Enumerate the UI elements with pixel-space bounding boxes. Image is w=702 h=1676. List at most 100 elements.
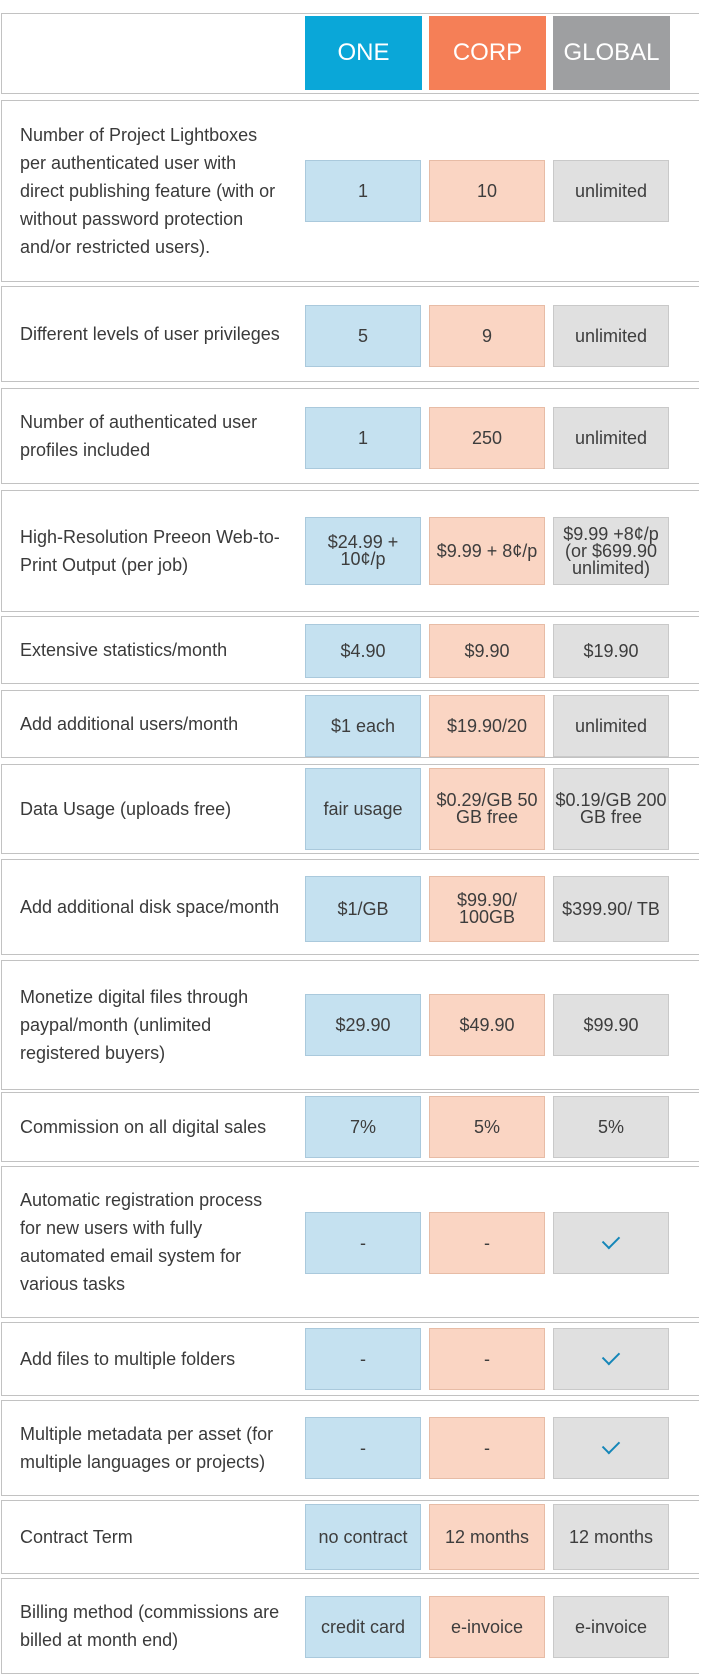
value-cell-one: - [305,1328,421,1390]
value-cell-corp: $9.90 [429,624,545,678]
value-cell-global: $0.19/GB 200 GB free [553,768,669,850]
value-cell-corp: $9.99 + 8¢/p [429,517,545,585]
value-text: e-invoice [574,1616,648,1637]
value-text: 5% [597,1116,624,1137]
value-cell-one: fair usage [305,768,421,850]
plan-header-global: GLOBAL [553,16,670,90]
value-text: $4.90 [340,640,386,661]
value-text: unlimited [574,715,648,736]
value-text: 5 [357,325,368,346]
value-cell-one: 5 [305,305,421,367]
value-cell-corp: - [429,1417,545,1479]
feature-label: Different levels of user privileges [20,324,280,344]
value-cell-corp: $0.29/GB 50 GB free [429,768,545,850]
value-cell-global: $99.90 [553,994,669,1056]
value-text: $19.90 [583,640,639,661]
value-cell-global [553,1212,669,1274]
value-cell-corp: 5% [429,1096,545,1158]
value-cell-global: unlimited [553,160,669,222]
value-text: $49.90 [459,1014,515,1035]
table-row: Number of authenticated user profiles in… [1,388,699,484]
table-row: Extensive statistics/month $4.90 $9.90 $19.… [1,616,699,684]
value-cell-one: $29.90 [305,994,421,1056]
value-text: - [484,1437,490,1458]
value-text: credit card [320,1616,406,1637]
value-text: $9.90 [464,640,510,661]
value-cell-one: - [305,1417,421,1479]
value-cell-global [553,1328,669,1390]
value-text: unlimited [574,180,648,201]
value-text: $1 each [330,715,396,736]
feature-label: Number of authenticated user profiles in… [20,412,258,460]
table-row: Different levels of user privileges 5 9 unl… [1,286,699,382]
value-text: - [484,1348,490,1369]
value-cell-one: $4.90 [305,624,421,678]
value-cell-corp: 9 [429,305,545,367]
value-text: $24.99 + 10¢/p [327,532,399,569]
feature-label: Extensive statistics/month [20,640,228,660]
table-row: Data Usage (uploads free) fair usage $0.29… [1,764,699,854]
value-text: 250 [471,427,503,448]
feature-label: High-Resolution Preeon Web-to-Print Outp… [20,527,280,575]
value-cell-one: $1/GB [305,876,421,942]
table-row: Multiple metadata per asset (for multipl… [1,1400,699,1496]
value-cell-one: $24.99 + 10¢/p [305,517,421,585]
value-text: - [360,1348,366,1369]
checkmark-icon [601,1346,621,1366]
value-text: fair usage [323,798,403,819]
value-text: unlimited [574,325,648,346]
value-text: - [360,1437,366,1458]
value-cell-one: $1 each [305,695,421,757]
value-text: unlimited [574,427,648,448]
value-text: 9 [481,325,492,346]
checkmark-icon [601,1435,621,1455]
value-text: $99.90/ 100GB [456,890,518,927]
value-cell-global: $399.90/ TB [553,876,669,942]
feature-label: Multiple metadata per asset (for multipl… [20,1424,274,1472]
value-cell-corp: e-invoice [429,1596,545,1658]
feature-label: Automatic registration process for new u… [20,1190,263,1294]
feature-label: Commission on all digital sales [20,1117,267,1137]
value-text: 5% [473,1116,500,1137]
value-cell-corp: $99.90/ 100GB [429,876,545,942]
feature-label: Add additional users/month [20,714,239,734]
value-cell-corp: $19.90/20 [429,695,545,757]
value-cell-global: unlimited [553,305,669,367]
table-row: Contract Term no contract 12 months 12 mont… [1,1500,699,1574]
table-row: High-Resolution Preeon Web-to-Print Outp… [1,490,699,612]
feature-label: Add additional disk space/month [20,897,280,917]
table-row: Monetize digital files through paypal/mo… [1,960,699,1090]
value-text: - [360,1232,366,1253]
value-cell-global: 5% [553,1096,669,1158]
value-cell-global: $19.90 [553,624,669,678]
feature-label: Billing method (commissions are billed a… [20,1602,280,1650]
value-cell-corp: 10 [429,160,545,222]
value-cell-corp: 250 [429,407,545,469]
value-text: no contract [318,1526,408,1547]
feature-label: Add files to multiple folders [20,1349,236,1369]
value-text: 10 [476,180,498,201]
value-text: 1 [357,180,368,201]
plan-header-one: ONE [305,16,422,90]
table-header-row: ONE CORP GLOBAL [1,13,699,94]
value-text: $9.99 +8¢/p (or $699.90 unlimited) [563,523,659,578]
feature-label: Contract Term [20,1527,133,1547]
value-text: - [484,1232,490,1253]
feature-label: Data Usage (uploads free) [20,799,232,819]
value-cell-one: no contract [305,1504,421,1570]
feature-label: Monetize digital files through paypal/mo… [20,987,249,1063]
table-row: Add additional users/month $1 each $19.90/… [1,690,699,758]
feature-label: Number of Project Lightboxes per authent… [20,125,276,257]
value-text: 12 months [568,1526,654,1547]
value-text: $9.99 + 8¢/p [436,540,538,561]
plan-header-corp: CORP [429,16,546,90]
value-text: $0.29/GB 50 GB free [436,790,538,827]
table-row: Commission on all digital sales 7% 5% 5% [1,1092,699,1162]
value-cell-one: 1 [305,407,421,469]
value-cell-global: e-invoice [553,1596,669,1658]
value-cell-global: $9.99 +8¢/p (or $699.90 unlimited) [553,517,669,585]
value-cell-one: - [305,1212,421,1274]
value-text: 1 [357,427,368,448]
value-text: $1/GB [337,898,389,919]
checkmark-icon [601,1230,621,1250]
